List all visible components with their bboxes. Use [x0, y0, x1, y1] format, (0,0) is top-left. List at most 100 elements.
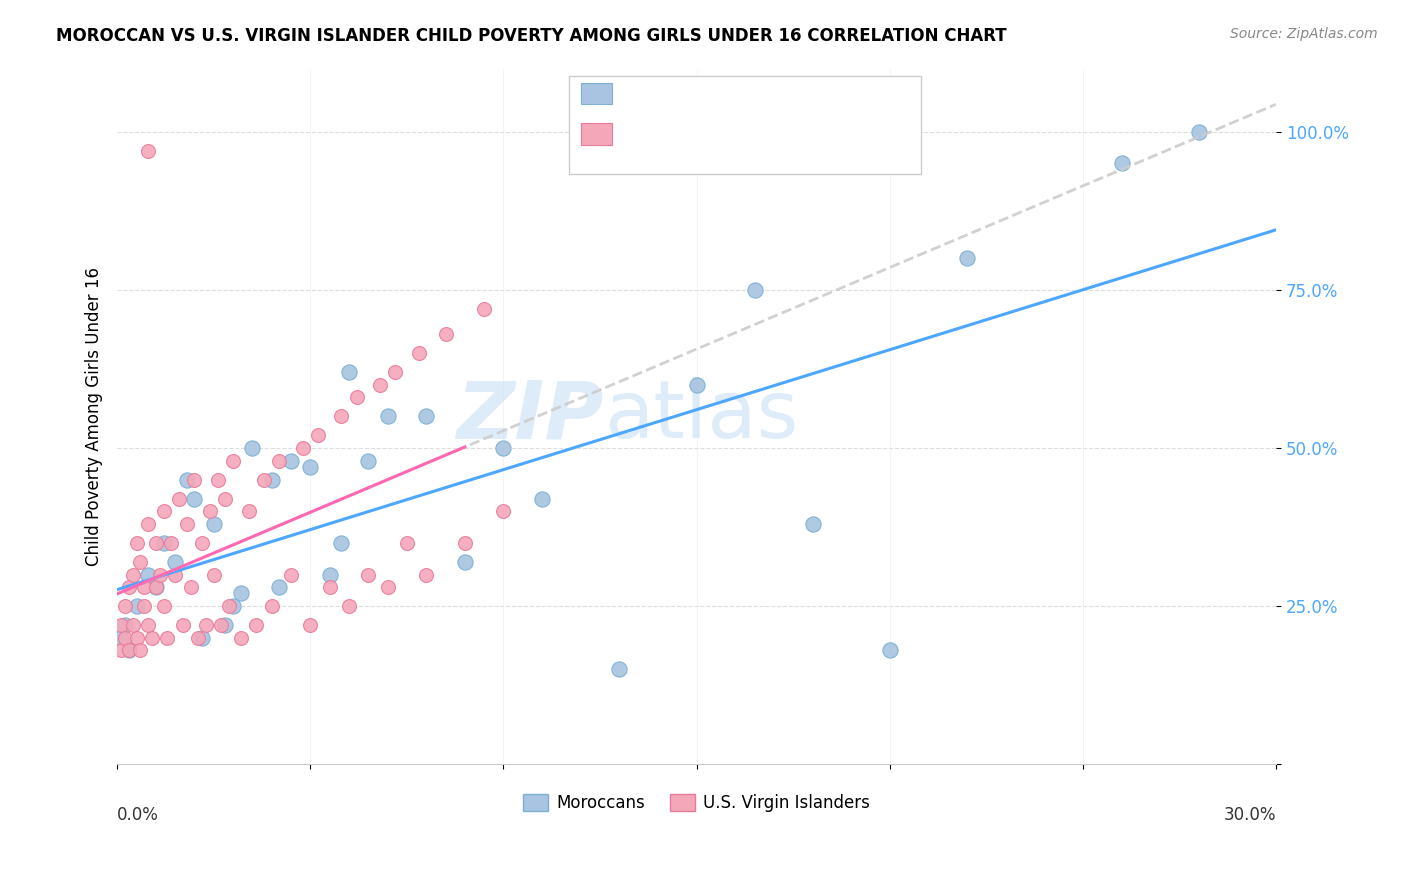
Point	[299, 618, 322, 632]
Point	[176, 516, 198, 531]
Point	[145, 580, 167, 594]
Point	[134, 580, 156, 594]
Text: 0.0%: 0.0%	[117, 806, 159, 824]
Point	[202, 567, 225, 582]
Point	[415, 409, 437, 424]
Point	[395, 536, 418, 550]
Point	[492, 441, 515, 455]
Point	[229, 586, 252, 600]
Point	[685, 377, 707, 392]
Point	[222, 453, 245, 467]
Point	[180, 580, 202, 594]
Point	[152, 504, 174, 518]
Point	[156, 631, 179, 645]
Point	[214, 618, 236, 632]
Text: ZIP: ZIP	[457, 377, 605, 456]
Point	[172, 618, 194, 632]
Point	[229, 631, 252, 645]
Point	[492, 504, 515, 518]
Point	[145, 536, 167, 550]
Point	[291, 441, 314, 455]
Point	[118, 643, 141, 657]
Point	[191, 631, 214, 645]
Point	[149, 567, 172, 582]
Point	[260, 599, 283, 614]
Point	[211, 618, 233, 632]
Point	[187, 631, 209, 645]
Point	[269, 580, 291, 594]
Point	[207, 473, 229, 487]
Point	[368, 377, 391, 392]
Point	[280, 567, 302, 582]
Point	[129, 555, 152, 569]
Text: MOROCCAN VS U.S. VIRGIN ISLANDER CHILD POVERTY AMONG GIRLS UNDER 16 CORRELATION : MOROCCAN VS U.S. VIRGIN ISLANDER CHILD P…	[56, 27, 1007, 45]
Point	[222, 599, 245, 614]
Point	[125, 536, 148, 550]
Point	[346, 391, 368, 405]
Point	[121, 618, 143, 632]
Point	[245, 618, 267, 632]
Point	[110, 631, 132, 645]
Point	[160, 536, 183, 550]
Point	[377, 409, 399, 424]
Point	[879, 643, 901, 657]
Point	[129, 643, 152, 657]
Point	[318, 567, 340, 582]
Point	[408, 346, 430, 360]
Point	[357, 567, 380, 582]
Point	[134, 599, 156, 614]
Text: N = 65: N = 65	[740, 129, 803, 147]
Point	[307, 428, 329, 442]
Point	[454, 536, 477, 550]
Point	[191, 536, 214, 550]
Text: atlas: atlas	[605, 377, 799, 456]
Point	[136, 618, 159, 632]
Point	[114, 618, 136, 632]
Point	[384, 365, 406, 379]
Point	[110, 643, 132, 657]
Legend: Moroccans, U.S. Virgin Islanders: Moroccans, U.S. Virgin Islanders	[516, 787, 877, 819]
Point	[118, 643, 141, 657]
Point	[202, 516, 225, 531]
Text: N = 37: N = 37	[740, 89, 803, 107]
Point	[136, 516, 159, 531]
Text: 30.0%: 30.0%	[1223, 806, 1277, 824]
Point	[337, 599, 360, 614]
Point	[165, 555, 187, 569]
Point	[118, 580, 141, 594]
Point	[744, 283, 766, 297]
Point	[195, 618, 218, 632]
Point	[377, 580, 399, 594]
Text: R = 0.501: R = 0.501	[620, 129, 710, 147]
Point	[318, 580, 340, 594]
Point	[253, 473, 276, 487]
Point	[114, 599, 136, 614]
Point	[454, 555, 477, 569]
Point	[167, 491, 190, 506]
Point	[956, 252, 979, 266]
Point	[121, 567, 143, 582]
Point	[125, 631, 148, 645]
Point	[330, 536, 353, 550]
Point	[136, 144, 159, 158]
Point	[125, 599, 148, 614]
Point	[110, 618, 132, 632]
Point	[330, 409, 353, 424]
Text: R = 0.671: R = 0.671	[620, 89, 710, 107]
Point	[114, 631, 136, 645]
Text: Source: ZipAtlas.com: Source: ZipAtlas.com	[1230, 27, 1378, 41]
Point	[136, 567, 159, 582]
Point	[1188, 125, 1211, 139]
Point	[152, 536, 174, 550]
Point	[472, 301, 495, 316]
Y-axis label: Child Poverty Among Girls Under 16: Child Poverty Among Girls Under 16	[86, 267, 103, 566]
Point	[141, 631, 163, 645]
Point	[238, 504, 260, 518]
Point	[145, 580, 167, 594]
Point	[1111, 156, 1133, 170]
Point	[609, 662, 631, 676]
Point	[242, 441, 264, 455]
Point	[165, 567, 187, 582]
Point	[434, 327, 457, 342]
Point	[357, 453, 380, 467]
